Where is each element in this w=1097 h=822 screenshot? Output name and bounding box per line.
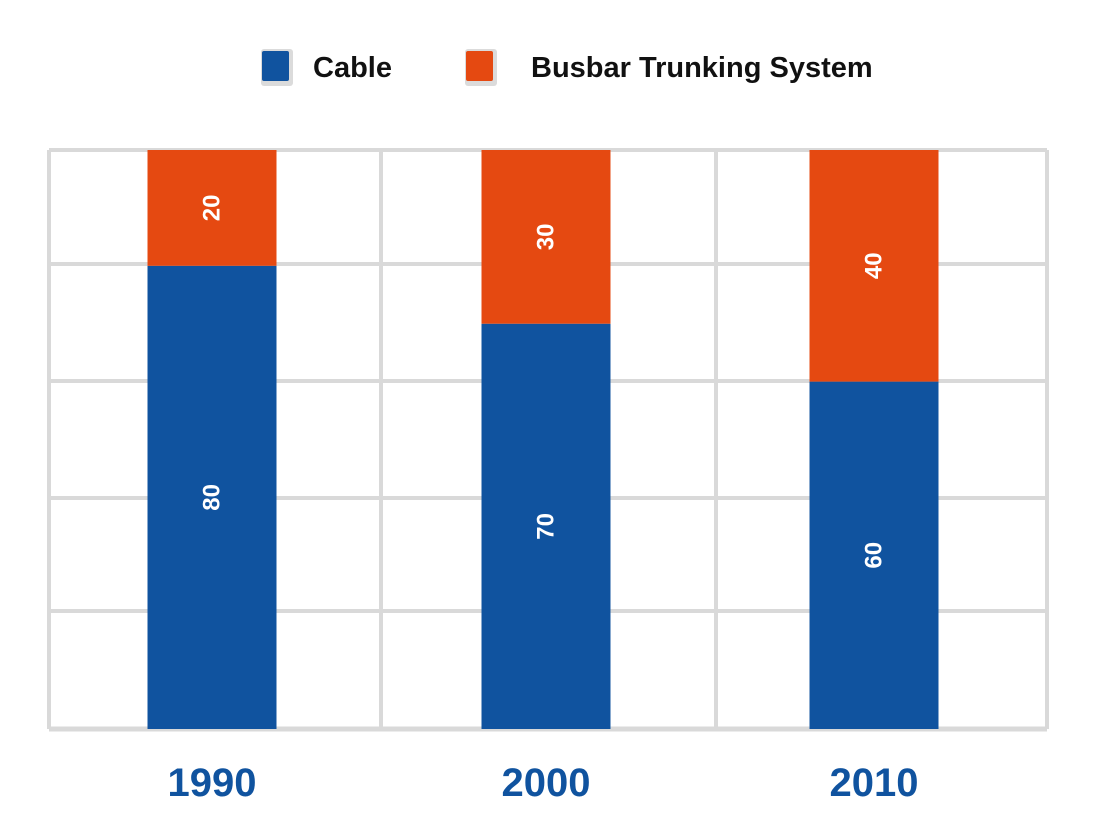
data-label: 20 <box>199 195 226 222</box>
bar-segment <box>481 150 611 324</box>
legend-label: Busbar Trunking System <box>531 52 873 84</box>
bar-segment <box>481 323 611 729</box>
data-label: 60 <box>861 542 888 569</box>
bar-segment <box>809 150 939 382</box>
legend: Cable Busbar Trunking System <box>261 49 873 86</box>
legend-label: Cable <box>313 52 392 84</box>
x-tick-label: 1990 <box>168 761 257 805</box>
x-tick-label: 2000 <box>502 761 591 805</box>
bar-segment <box>809 381 939 729</box>
legend-swatch <box>466 51 493 81</box>
x-tick-label: 2010 <box>830 761 919 805</box>
data-labels: 80 20 70 30 60 40 <box>199 195 888 569</box>
x-axis-tick-labels: 1990 2000 2010 <box>168 761 919 805</box>
bar-segment <box>147 150 277 266</box>
legend-item: Busbar Trunking System <box>465 49 873 86</box>
bar-segment <box>147 265 277 729</box>
bar-stacks <box>147 150 939 729</box>
data-label: 70 <box>533 513 560 540</box>
legend-item: Cable <box>261 49 392 86</box>
data-label: 30 <box>533 223 560 250</box>
data-label: 80 <box>199 484 226 511</box>
legend-swatch <box>262 51 289 81</box>
data-label: 40 <box>861 252 888 279</box>
